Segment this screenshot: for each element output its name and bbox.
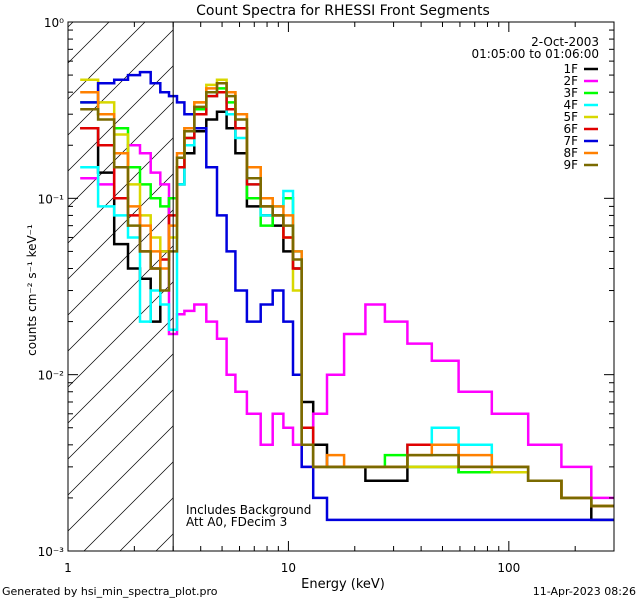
annotation-background: Includes Background bbox=[186, 503, 311, 517]
hatch-line bbox=[68, 245, 174, 352]
footer-generated-by: Generated by hsi_min_spectra_plot.pro bbox=[2, 585, 218, 598]
hatch-line bbox=[68, 389, 174, 496]
legend-label-5F: 5F bbox=[563, 110, 578, 124]
legend-label-4F: 4F bbox=[563, 98, 578, 112]
x-tick-label: 10 bbox=[281, 561, 296, 575]
time-range-label: 01:05:00 to 01:06:00 bbox=[472, 47, 599, 61]
annotation-attenuator: Att A0, FDecim 3 bbox=[186, 515, 287, 529]
axis-ticks bbox=[67, 21, 615, 552]
y-tick-label: 10⁻¹ bbox=[38, 192, 65, 206]
hatch-line bbox=[68, 173, 174, 280]
hatch-line bbox=[68, 209, 174, 316]
hatch-line bbox=[68, 22, 146, 100]
axis-tick-labels: 1 10 100 10⁻³ 10⁻² 10⁻¹ 10⁰ bbox=[38, 16, 521, 575]
chart-title: Count Spectra for RHESSI Front Segments bbox=[196, 3, 490, 19]
plot-frame bbox=[67, 21, 615, 552]
legend-label-1F: 1F bbox=[563, 62, 578, 76]
legend-label-7F: 7F bbox=[563, 134, 578, 148]
legend-label-9F: 9F bbox=[563, 158, 578, 172]
y-tick-label: 10⁰ bbox=[44, 16, 64, 30]
legend-label-2F: 2F bbox=[563, 74, 578, 88]
x-axis-label: Energy (keV) bbox=[301, 577, 385, 592]
hatch-line bbox=[68, 353, 174, 460]
x-tick-label: 100 bbox=[497, 561, 520, 575]
y-tick-label: 10⁻³ bbox=[38, 545, 65, 559]
series-line-9F bbox=[80, 81, 614, 508]
date-label: 2-Oct-2003 bbox=[531, 35, 599, 49]
hatch-line bbox=[68, 29, 174, 136]
series-lines bbox=[80, 70, 614, 522]
x-tick-label: 1 bbox=[64, 561, 72, 575]
y-axis-label: counts cm⁻² s⁻¹ keV⁻¹ bbox=[25, 224, 39, 356]
footer-timestamp: 11-Apr-2023 08:26 bbox=[533, 585, 636, 598]
series-line-7F bbox=[80, 70, 614, 522]
series-line-2F bbox=[80, 144, 614, 500]
hatch-line bbox=[68, 425, 174, 532]
legend-label-3F: 3F bbox=[563, 86, 578, 100]
legend-label-6F: 6F bbox=[563, 122, 578, 136]
y-tick-label: 10⁻² bbox=[38, 369, 65, 383]
legend-label-8F: 8F bbox=[563, 146, 578, 160]
